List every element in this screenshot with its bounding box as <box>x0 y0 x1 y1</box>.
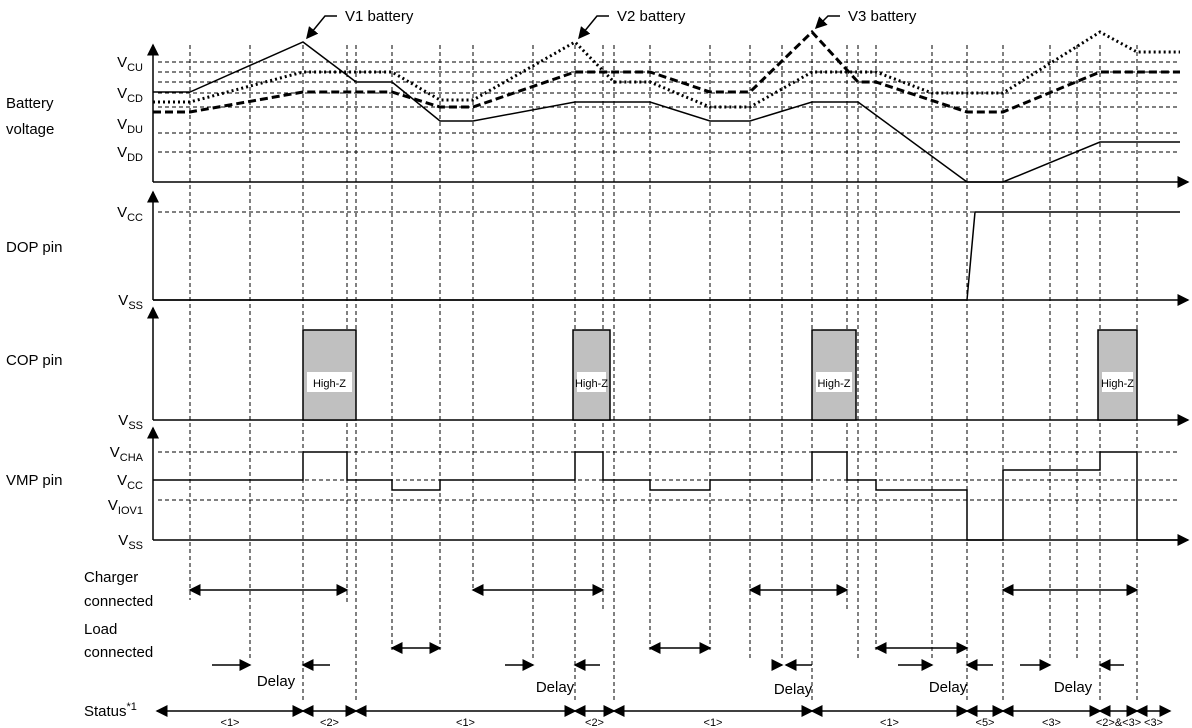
delay-label: Delay <box>1054 679 1093 696</box>
row-label: connected <box>84 644 153 661</box>
level-base: V <box>117 116 127 133</box>
row-label: connected <box>84 593 153 610</box>
waveform <box>153 211 1180 301</box>
status-code: <3> <box>1144 717 1163 728</box>
cop-level: VSS <box>118 412 143 432</box>
level-base: V <box>117 472 127 489</box>
level-sub: CD <box>127 93 143 105</box>
high-z-label: High-Z <box>313 378 346 390</box>
high-z-box <box>816 372 852 392</box>
battery-level: VDU <box>117 116 143 136</box>
callout-arrow <box>306 15 337 40</box>
waveform <box>153 451 1180 541</box>
level-base: V <box>117 85 127 102</box>
panel-label: Battery <box>6 95 54 112</box>
high-z-label: High-Z <box>817 378 850 390</box>
panel-label: DOP pin <box>6 239 62 256</box>
level-sub: SS <box>128 420 143 432</box>
status-code: <3> <box>1042 717 1061 728</box>
callout: V3 battery <box>848 8 917 25</box>
level-sub: CC <box>127 480 143 492</box>
level-base: V <box>108 497 118 514</box>
level-base: V <box>110 444 120 461</box>
level-sub: IOV1 <box>118 505 143 517</box>
high-z-label: High-Z <box>575 378 608 390</box>
status-code: <1> <box>704 717 723 728</box>
callout-arrow <box>814 15 840 30</box>
status-code: <1> <box>456 717 475 728</box>
vmp-level: VSS <box>118 532 143 552</box>
status-code: <1> <box>221 717 240 728</box>
high-z-label: High-Z <box>1101 378 1134 390</box>
dop-level: VSS <box>118 292 143 312</box>
row-label: Charger <box>84 569 138 586</box>
level-base: V <box>118 292 128 309</box>
battery-level: VDD <box>117 144 143 164</box>
battery-level: VCU <box>117 54 143 74</box>
level-base: V <box>118 412 128 429</box>
level-sub: CU <box>127 62 143 74</box>
vmp-level: VCHA <box>110 444 144 464</box>
status-label: Status*1 <box>84 701 137 720</box>
status-code: <2> <box>320 717 339 728</box>
panel-label: VMP pin <box>6 472 62 489</box>
level-sub: DD <box>127 152 143 164</box>
delay-label: Delay <box>536 679 575 696</box>
status-code: <1> <box>880 717 899 728</box>
status-code: <5> <box>976 717 995 728</box>
delay-label: Delay <box>929 679 968 696</box>
vmp-level: VIOV1 <box>108 497 143 517</box>
level-sub: CC <box>127 212 143 224</box>
dop-level: VCC <box>117 204 143 224</box>
callout-arrow <box>578 15 609 40</box>
status-sup: *1 <box>127 701 137 713</box>
status-code: <2> <box>585 717 604 728</box>
level-sub: SS <box>128 300 143 312</box>
level-sub: CHA <box>120 452 144 464</box>
level-sub: SS <box>128 540 143 552</box>
high-z-box <box>1102 372 1133 392</box>
row-label: Load <box>84 621 117 638</box>
battery-level: VCD <box>117 85 143 105</box>
delay-label: Delay <box>257 673 296 690</box>
callout: V2 battery <box>617 8 686 25</box>
status-code: <2>&<3> <box>1096 717 1141 728</box>
vmp-level: VCC <box>117 472 143 492</box>
level-base: V <box>118 532 128 549</box>
panel-label: voltage <box>6 121 54 138</box>
waveform <box>153 29 1180 114</box>
level-sub: DU <box>127 124 143 136</box>
panel-label: COP pin <box>6 352 62 369</box>
waveform <box>153 41 1180 183</box>
level-base: V <box>117 204 127 221</box>
callout: V1 battery <box>345 8 414 25</box>
high-z-box <box>577 372 606 392</box>
status-base: Status <box>84 703 127 720</box>
level-base: V <box>117 54 127 71</box>
waveform <box>153 30 1180 109</box>
delay-label: Delay <box>774 681 813 698</box>
level-base: V <box>117 144 127 161</box>
high-z-box <box>307 372 352 392</box>
